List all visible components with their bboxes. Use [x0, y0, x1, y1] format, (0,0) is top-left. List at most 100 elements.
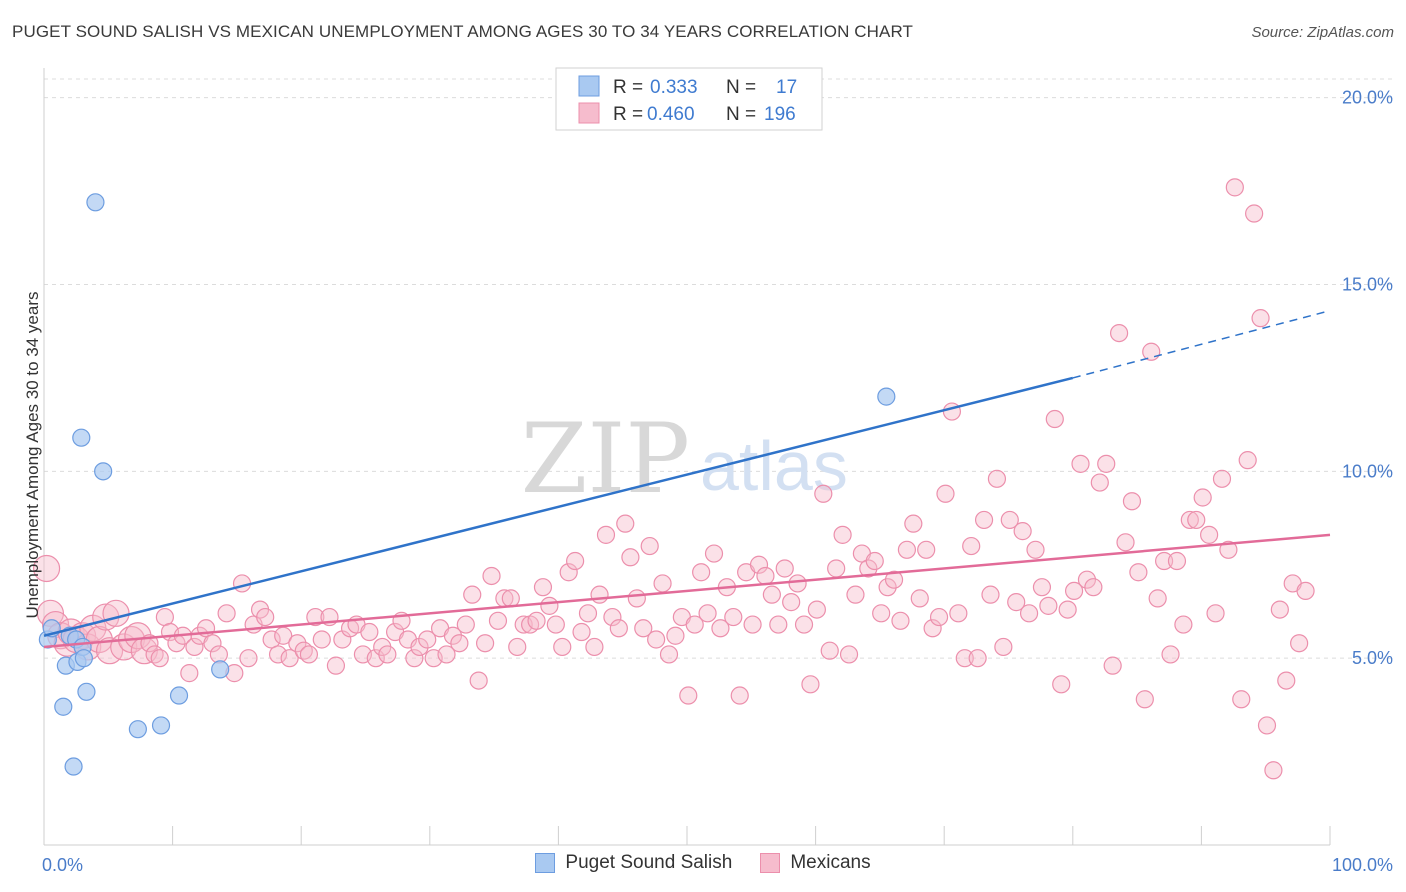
- mexicans-point: [1174, 615, 1193, 634]
- stats-n-value-1: 196: [764, 104, 796, 125]
- mexicans-point: [878, 578, 897, 597]
- mexicans-point: [949, 604, 968, 623]
- mexicans-point: [256, 607, 275, 627]
- legend-swatch-pink: [760, 853, 781, 873]
- mexicans-point: [1180, 510, 1199, 530]
- mexicans-point: [1032, 578, 1052, 597]
- mexicans-point: [1103, 656, 1122, 675]
- mexicans-point: [32, 554, 61, 583]
- mexicans-point: [917, 540, 936, 559]
- mexicans-point: [268, 645, 288, 664]
- stats-legend: R = 0.333 N = 17 R = 0.460 N = 196: [555, 67, 823, 131]
- puget-sound-salish-point: [74, 649, 93, 668]
- mexicans-point: [418, 630, 437, 649]
- mexicans-point: [659, 645, 679, 664]
- mexicans-point: [102, 599, 130, 627]
- mexicans-point: [775, 559, 794, 578]
- stats-n-value-0: 17: [776, 77, 797, 98]
- puget-sound-salish-point: [211, 660, 230, 679]
- puget-sound-salish-point: [169, 686, 189, 705]
- mexicans-point: [820, 641, 839, 660]
- mexicans-point: [1155, 551, 1174, 571]
- mexicans-point: [450, 634, 469, 653]
- puget-sound-salish-point: [151, 716, 171, 735]
- mexicans-point: [1077, 570, 1097, 589]
- mexicans-point: [749, 555, 769, 574]
- puget-sound-salish-point: [94, 462, 113, 481]
- mexicans-point: [1045, 409, 1064, 429]
- mexicans-point: [1142, 342, 1161, 361]
- mexicans-point: [1277, 671, 1296, 690]
- mexicans-point: [621, 548, 640, 567]
- y-axis-label: Unemployment Among Ages 30 to 34 years: [23, 292, 42, 619]
- mexicans-point: [405, 649, 424, 668]
- mexicans-point: [794, 615, 814, 634]
- mexicans-point: [974, 510, 994, 530]
- mexicans-point: [1007, 593, 1026, 612]
- mexicans-point: [124, 622, 152, 650]
- mexicans-point: [488, 611, 508, 630]
- mexicans-point: [910, 589, 929, 608]
- trend-lines: [43, 309, 1331, 649]
- mexicans-trend-line: [43, 533, 1331, 649]
- mexicans-point: [936, 484, 955, 503]
- mexicans-point: [609, 619, 628, 638]
- mexicans-point: [923, 619, 942, 638]
- mexicans-point: [508, 637, 527, 657]
- stats-r-value-0: 0.333: [650, 77, 698, 98]
- mexicans-point: [1052, 675, 1071, 694]
- mexicans-point: [360, 622, 379, 642]
- mexicans-point: [762, 585, 781, 604]
- mexicans-point: [288, 634, 307, 653]
- mexicans-point: [566, 551, 585, 571]
- mexicans-point: [782, 593, 801, 612]
- mexicans-point: [150, 649, 169, 668]
- mexicans-point: [540, 596, 559, 615]
- mexicans-point: [756, 566, 775, 586]
- mexicans-point: [968, 649, 987, 668]
- mexicans-point: [469, 671, 488, 690]
- puget-sound-salish-point: [86, 193, 105, 212]
- mexicans-point: [872, 604, 891, 623]
- mexicans-point: [1148, 589, 1167, 608]
- mexicans-point: [994, 637, 1013, 657]
- mexicans-point: [1290, 634, 1309, 653]
- mexicans-point: [929, 607, 949, 627]
- puget-sound-salish-point: [72, 428, 91, 447]
- mexicans-point: [443, 626, 463, 645]
- mexicans-point: [217, 604, 236, 623]
- mexicans-point: [1116, 533, 1135, 552]
- mexicans-point: [585, 637, 604, 657]
- mexicans-point: [1090, 473, 1109, 492]
- puget-sound-salish-point: [77, 682, 96, 701]
- mexicans-point: [962, 536, 981, 556]
- mexicans-point: [640, 536, 659, 556]
- mexicans-point: [299, 645, 319, 664]
- mexicans-point: [987, 469, 1007, 488]
- mexicans-point: [1219, 540, 1238, 559]
- stats-swatch-blue: [578, 75, 600, 97]
- mexicans-point: [1206, 604, 1225, 623]
- y-tick-label-3: 20.0%: [1342, 88, 1393, 108]
- mexicans-point: [463, 585, 482, 604]
- mexicans-point: [1122, 492, 1142, 511]
- mexicans-point: [1225, 178, 1244, 197]
- mexicans-point: [897, 540, 917, 559]
- mexicans-point: [1129, 563, 1148, 582]
- mexicans-point: [559, 563, 578, 582]
- mexicans-point: [884, 570, 904, 589]
- mexicans-point: [634, 619, 653, 638]
- puget-sound-salish-trend-extension: [1072, 309, 1331, 379]
- mexicans-point: [239, 649, 258, 668]
- mexicans-points: [32, 178, 1315, 780]
- x-tick-label-1: 100.0%: [1332, 855, 1393, 875]
- mexicans-point: [1167, 551, 1187, 571]
- mexicans-point: [1245, 204, 1264, 223]
- legend-label-puget-sound-salish: Puget Sound Salish: [565, 852, 733, 873]
- mexicans-point: [1200, 525, 1219, 544]
- stats-n-label-1: N =: [726, 104, 756, 125]
- mexicans-point: [704, 544, 724, 563]
- mexicans-point: [437, 645, 456, 664]
- mexicans-point: [603, 607, 622, 627]
- mexicans-point: [1084, 578, 1103, 597]
